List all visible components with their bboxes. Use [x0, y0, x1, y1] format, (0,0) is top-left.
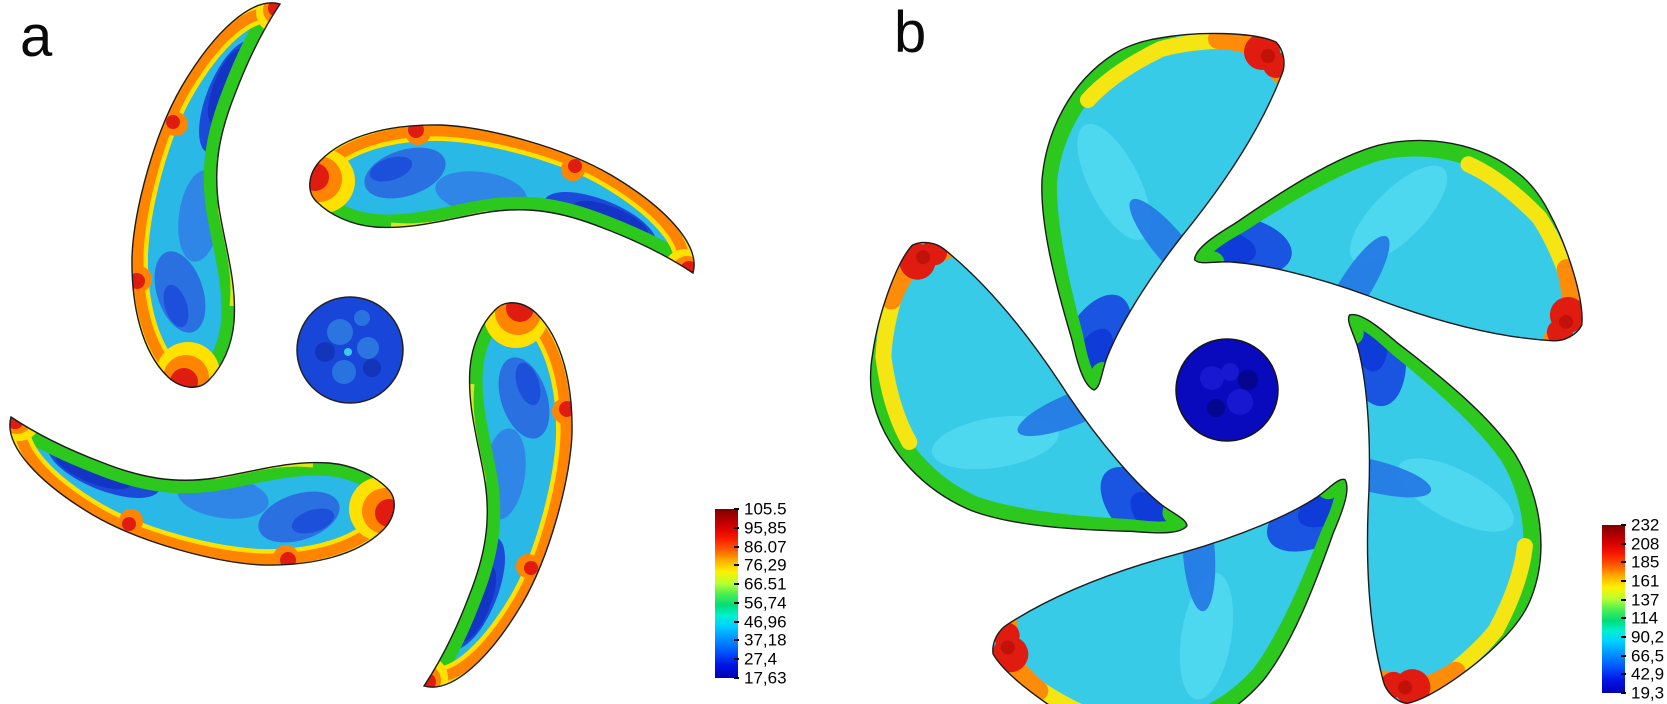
- contour-region: [332, 360, 356, 384]
- contour-region: [1238, 370, 1258, 390]
- impeller-a-blade-1: [126, 0, 300, 406]
- colorbar-tick-label: 42,9: [1631, 664, 1665, 684]
- hub-outline: [1175, 338, 1279, 442]
- contour-region: [344, 348, 352, 356]
- colorbar-tick-label: 46,96: [744, 612, 787, 632]
- contour-region: [327, 319, 353, 345]
- colorbar-tick-label: 105.5: [744, 499, 787, 519]
- colorbar-tickmark: [734, 545, 739, 548]
- colorbar-tick-label: 114: [1631, 608, 1659, 628]
- hub-outline: [296, 296, 404, 404]
- colorbar-tick-label: 37,18: [744, 630, 787, 650]
- colorbar-tick-label: 56,74: [744, 593, 787, 613]
- colorbar-tick-label: 86.07: [744, 537, 787, 557]
- colorbar-tickmark: [1621, 561, 1626, 564]
- panel-b-label: b: [894, 0, 927, 65]
- hub-contours: [1200, 363, 1258, 417]
- colorbar-tick-label: 185: [1631, 552, 1660, 572]
- contour-region: [1227, 389, 1253, 415]
- colorbar-tick-label: 66,5: [1631, 646, 1665, 666]
- colorbar-tickmark: [734, 658, 739, 661]
- colorbar-tickmark: [1621, 636, 1626, 639]
- colorbar-tick-label: 19,3: [1631, 683, 1665, 703]
- colorbar-tick-label: 66.51: [744, 574, 787, 594]
- colorbar-a: 105.5 95,85 86.07 76,29 66.51 56,74 46,96 37,18…: [715, 501, 825, 687]
- colorbar-tick-label: 76,29: [744, 555, 787, 575]
- panel-a-label: a: [20, 4, 53, 69]
- colorbar-tickmark: [734, 583, 739, 586]
- impeller-a-blade-3: [404, 284, 578, 700]
- contour-region: [354, 310, 370, 326]
- colorbar-tickmark: [1621, 580, 1626, 582]
- colorbar-tickmark: [1621, 524, 1626, 526]
- colorbar-tick-label: 95,85: [744, 518, 787, 538]
- colorbar-tickmark: [1621, 692, 1626, 695]
- colorbar-tick-label: 137: [1631, 590, 1660, 610]
- colorbar-a-ticks: 105.5 95,85 86.07 76,29 66.51 56,74 46,96 37,18…: [715, 501, 825, 687]
- colorbar-tickmark: [734, 601, 739, 604]
- contour-region: [315, 342, 335, 362]
- colorbar-tick-label: 232: [1631, 515, 1660, 535]
- contour-region: [1200, 366, 1224, 390]
- colorbar-tickmark: [734, 508, 739, 510]
- colorbar-b-gradient: [1602, 525, 1625, 693]
- impeller-b: [832, 33, 1602, 704]
- colorbar-tick-label: 208: [1631, 534, 1660, 554]
- colorbar-tickmark: [1621, 654, 1626, 657]
- colorbar-tick-label: 17,63: [744, 668, 787, 688]
- colorbar-b: 232 208 185 161 137 114 90,2 66,5 42,9 19,3: [1602, 517, 1667, 702]
- contour-region: [1221, 363, 1239, 381]
- colorbar-tickmark: [734, 639, 739, 642]
- impeller-a-blade-4: [0, 397, 413, 571]
- colorbar-b-ticks: 232 208 185 161 137 114 90,2 66,5 42,9 19,3: [1602, 517, 1667, 702]
- colorbar-tickmark: [734, 564, 739, 567]
- hub-fill: [1176, 339, 1278, 441]
- colorbar-tickmark: [734, 677, 739, 680]
- colorbar-a-gradient: [715, 509, 738, 678]
- colorbar-tickmark: [734, 620, 739, 623]
- colorbar-tick-label: 161: [1631, 571, 1660, 591]
- colorbar-tickmark: [1621, 542, 1626, 545]
- contour-region: [1207, 399, 1225, 417]
- contour-region: [357, 337, 379, 359]
- impeller-a-blade-2: [291, 119, 707, 293]
- colorbar-tickmark: [1621, 617, 1626, 620]
- colorbar-tickmark: [1621, 673, 1626, 676]
- colorbar-tick-label: 27,4: [744, 649, 778, 669]
- colorbar-tick-label: 90,2: [1631, 627, 1665, 647]
- impeller-b-hub: [1175, 338, 1279, 442]
- contour-region: [363, 359, 381, 377]
- colorbar-tickmark: [734, 526, 739, 529]
- hub-contours: [315, 310, 381, 384]
- colorbar-tickmark: [1621, 598, 1626, 601]
- impeller-a-hub: [296, 296, 404, 404]
- impeller-a: [0, 0, 707, 700]
